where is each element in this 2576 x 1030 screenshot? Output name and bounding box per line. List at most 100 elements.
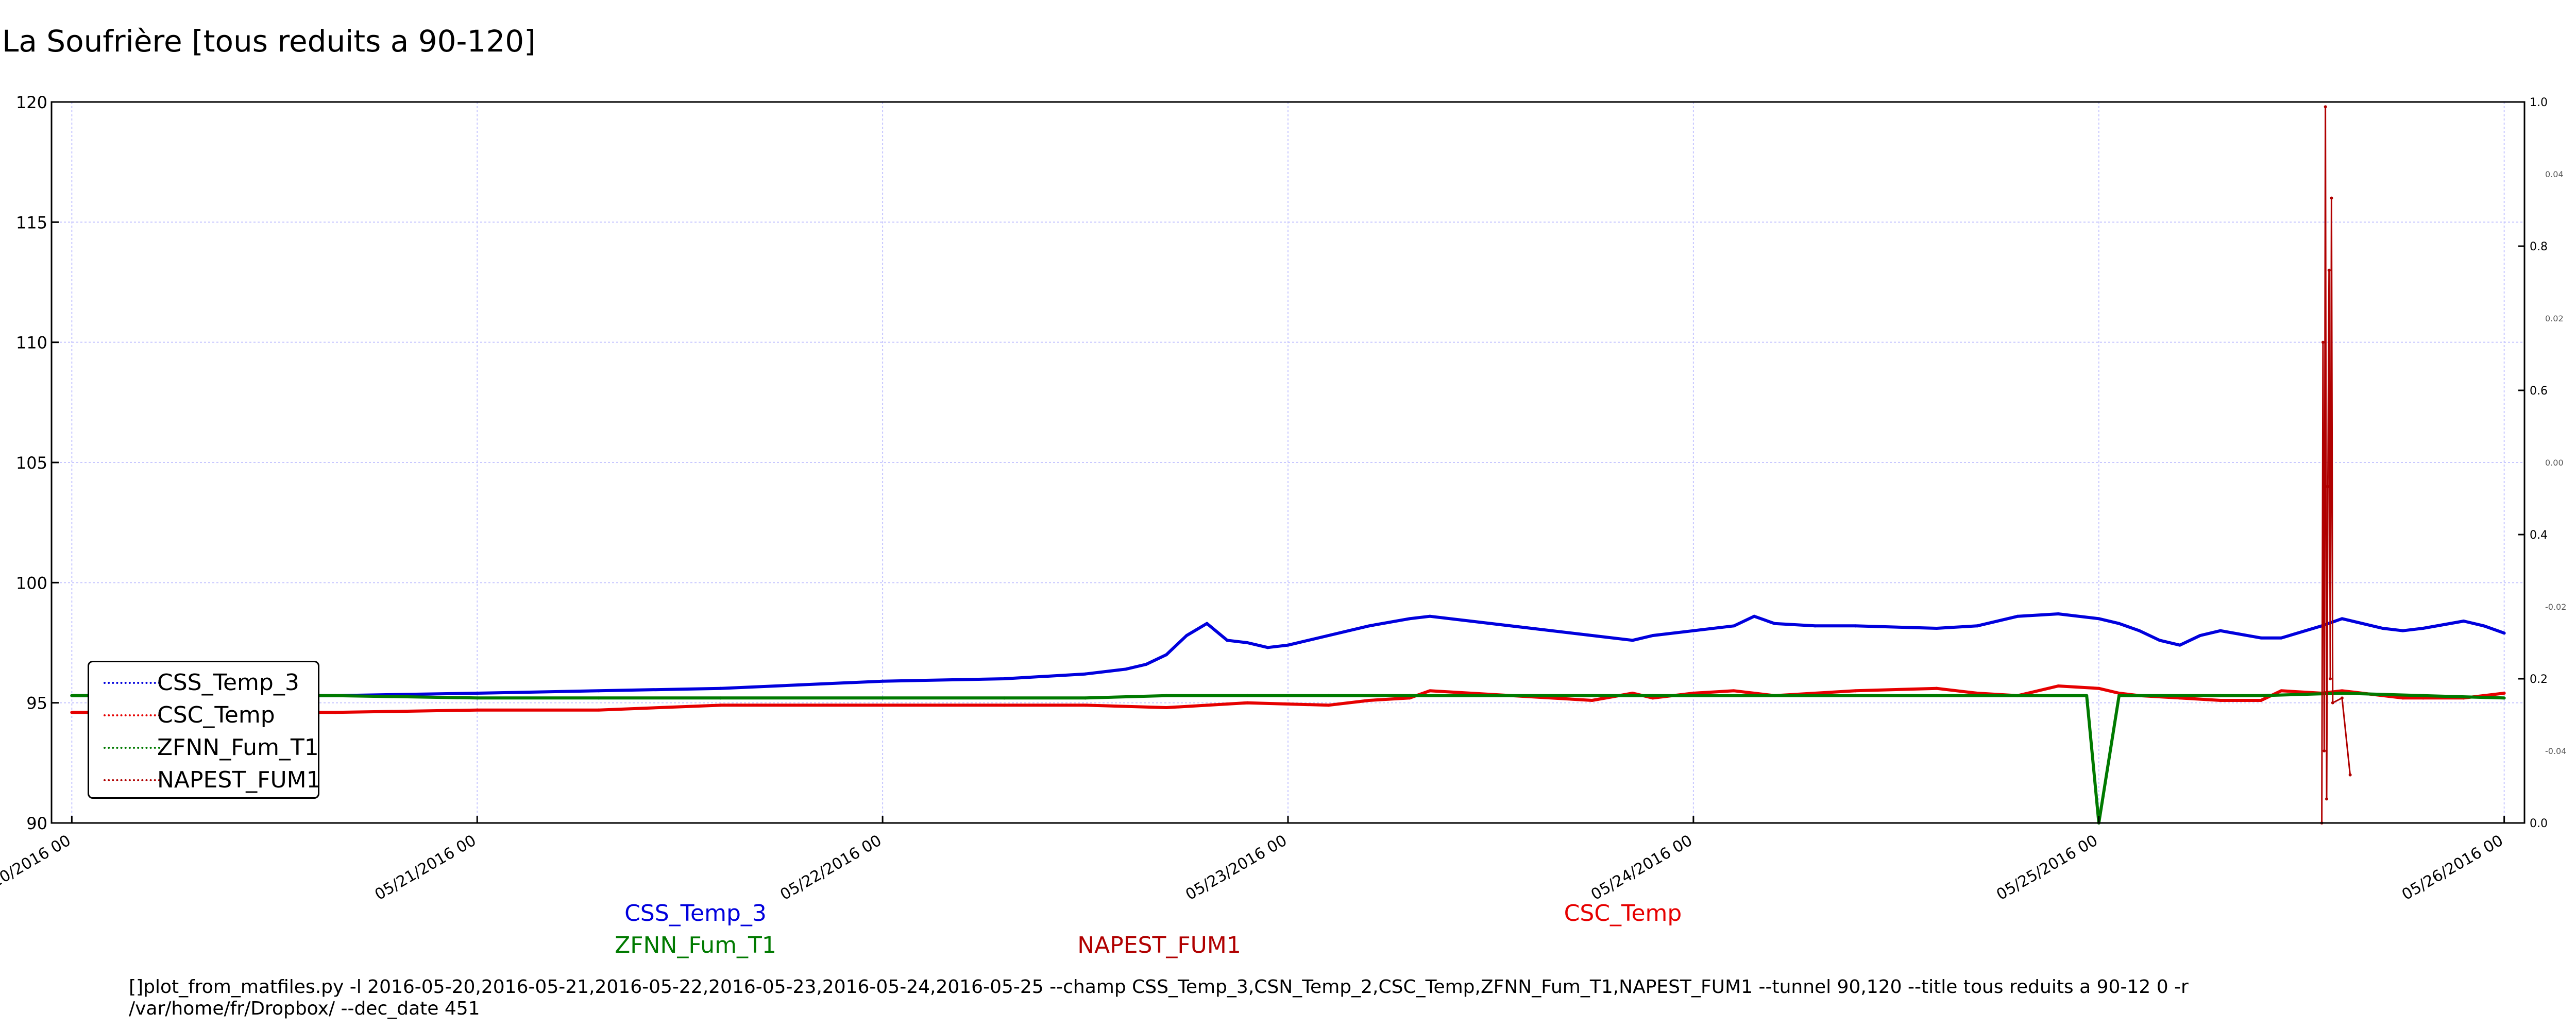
data-point [1246,694,1249,697]
series-napest-fum1 [2320,105,2352,825]
data-point [2178,696,2182,700]
data-point [1854,624,1857,628]
data-point [2340,696,2344,700]
data-point [2198,634,2202,637]
y-tick-label: 110 [16,333,47,353]
data-point [2421,696,2425,700]
right-inner-tick-label: 0.00 [2545,458,2564,468]
data-point [1691,692,1695,695]
data-point [476,708,479,712]
data-point [597,696,601,700]
x-tick-label: 05/25/2016 00 [1993,832,2101,904]
series-line [72,612,2505,697]
legend-swatch [104,682,160,684]
right-axis-tick-label: 0.4 [2530,529,2548,542]
data-point [881,679,885,683]
data-point [1327,634,1330,637]
data-point [1813,692,1817,695]
data-point [1975,624,1979,628]
data-point [2085,694,2089,697]
data-point [1590,694,1594,697]
series-css-temp-3 [70,612,2506,697]
data-point [2218,694,2222,697]
right-inner-tick-label: 0.04 [2545,169,2564,179]
command-line-text: []plot_from_matfiles.py -l 2016-05-20,20… [129,976,2189,1019]
y-tick-label: 100 [16,573,47,593]
right-inner-tick-label: -0.02 [2545,602,2566,612]
data-point [2331,701,2334,705]
data-point [1651,696,1655,700]
series-caption-zfnn-fum-t1: ZFNN_Fum_T1 [615,932,776,958]
tick-layer: 90 95 100 105 110 115 120 05/20/2016 00 05/21/20… [0,93,2566,904]
data-point [1083,703,1087,707]
legend: CSS_Temp_3 CSC_Temp ZFNN_Fum_T1 NAPEST_F… [88,661,321,799]
data-point [1935,694,1939,697]
data-point [1164,706,1168,709]
data-point [1732,689,1736,693]
data-point [1144,663,1148,666]
data-point [2502,692,2506,695]
data-point [2178,643,2182,647]
data-point [1590,699,1594,702]
data-point [2325,797,2328,801]
right-axis-tick-label: 0.6 [2530,385,2548,398]
series-caption-csc-temp: CSC_Temp [1564,900,1682,926]
grid-layer [52,101,2524,823]
data-point [2401,629,2404,632]
data-point [1428,694,1432,697]
data-point [1590,634,1594,637]
data-point [2158,639,2161,642]
series-line [2321,106,2351,823]
data-point [1691,629,1695,632]
data-point [1651,694,1655,697]
data-point [1205,622,1209,625]
data-point [881,703,885,707]
data-point [1854,689,1857,693]
data-point [2321,340,2325,344]
data-point [1367,699,1371,702]
chart-title: La Soufrière [tous reduits a 90-120] [2,24,536,59]
data-point [1732,694,1736,697]
data-point [881,696,885,700]
data-point [2329,677,2332,680]
data-point [1164,653,1168,657]
data-point [2381,627,2384,630]
right-axis-tick-label: 0.0 [2530,817,2548,830]
data-point [1408,696,1412,700]
data-point [476,692,479,695]
data-point [1124,667,1128,671]
data-point [1367,694,1371,697]
data-point [1327,694,1330,697]
data-point [1266,646,1269,649]
data-point [2259,699,2263,702]
data-point [1935,627,1939,630]
right-inner-tick-label: -0.04 [2545,746,2566,756]
data-point [1286,643,1290,647]
data-point [2340,692,2344,695]
data-point [1428,614,1432,618]
series-caption-css-temp-3: CSS_Temp_3 [624,900,767,926]
data-point [2138,694,2141,697]
data-point [1651,634,1655,637]
data-point [1246,701,1249,705]
series-caption-napest-fum1: NAPEST_FUM1 [1077,932,1241,958]
data-point [1813,694,1817,697]
legend-item-napest-fum1: NAPEST_FUM1 [89,764,321,796]
data-point [1083,672,1087,676]
data-point [2327,268,2331,272]
data-point [2330,196,2333,200]
data-point [2326,485,2330,488]
data-point [2218,699,2222,702]
data-point [1752,614,1756,618]
data-point [2218,629,2222,632]
data-point [719,703,722,707]
right-inner-tick-label: 0.02 [2545,314,2564,323]
x-tick-label: 05/26/2016 00 [2399,832,2506,904]
data-point [2016,694,2020,697]
y-tick-label: 95 [26,694,47,713]
data-point [333,711,337,714]
data-point [1003,696,1006,700]
legend-swatch [104,714,160,716]
data-point [2117,694,2121,697]
data-point [2016,614,2020,618]
